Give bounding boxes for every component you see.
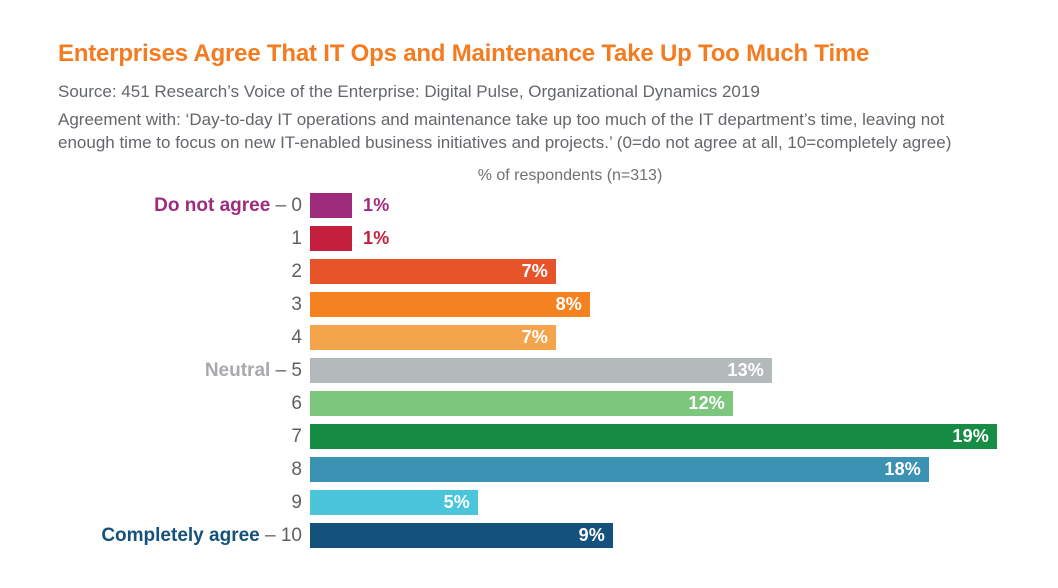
bar-area: 7% (310, 325, 1000, 350)
value-label: 5% (443, 492, 470, 512)
value-label: 19% (952, 426, 989, 446)
bar: 7% (310, 325, 556, 350)
source-line: Source: 451 Research’s Voice of the Ente… (58, 82, 760, 101)
value-label: 18% (884, 459, 921, 479)
row-label: 8 (58, 459, 310, 481)
value-label: 1% (363, 228, 390, 248)
row-category: 8 (291, 458, 302, 480)
row-label: 3 (58, 294, 310, 316)
row-label: 1 (58, 228, 310, 250)
description: Agreement with: ‘Day-to-day IT operation… (58, 108, 1000, 154)
row-category: 0 (291, 194, 302, 216)
row-label: 4 (58, 327, 310, 349)
chart-row: 1 1% (58, 226, 1000, 251)
row-category: 5 (291, 359, 302, 381)
row-category: 7 (291, 425, 302, 447)
bar-area: 9% (310, 523, 1000, 548)
row-category: 2 (291, 260, 302, 282)
value-label: 12% (688, 393, 725, 413)
chart-row: Completely agree – 10 9% (58, 523, 1000, 548)
chart-row: 4 7% (58, 325, 1000, 350)
value-label: 13% (727, 360, 764, 380)
value-label: 7% (521, 327, 548, 347)
bar: 19% (310, 424, 997, 449)
bar-area: 19% (310, 424, 1000, 449)
row-label: 9 (58, 492, 310, 514)
row-category: 10 (280, 524, 302, 546)
bar-area: 5% (310, 490, 1000, 515)
bar: 12% (310, 391, 733, 416)
chart-row: Neutral – 5 13% (58, 358, 1000, 383)
axis-note: % of respondents (n=313) (477, 167, 663, 184)
value-label: 7% (521, 261, 548, 281)
row-separator: – (270, 194, 292, 216)
row-category: 4 (291, 326, 302, 348)
chart-row: 3 8% (58, 292, 1000, 317)
chart-row: 6 12% (58, 391, 1000, 416)
chart-row: 7 19% (58, 424, 1000, 449)
row-category: 6 (291, 392, 302, 414)
row-label: Do not agree – 0 (58, 195, 310, 217)
row-prefix-label: Do not agree (154, 194, 271, 216)
row-category: 9 (291, 491, 302, 513)
bar-area: 12% (310, 391, 1000, 416)
row-category: 3 (291, 293, 302, 315)
row-label: 7 (58, 426, 310, 448)
row-label: 2 (58, 261, 310, 283)
bar-chart: Do not agree – 0 1% 1 1% 2 7% 3 8% 4 7% Neutral – … (58, 193, 1000, 548)
bar-area: 1% (310, 193, 1000, 218)
row-prefix-label: Completely agree (101, 524, 260, 546)
bar-area: 8% (310, 292, 1000, 317)
bar-area: 1% (310, 226, 1000, 251)
value-label: 8% (555, 294, 582, 314)
bar: 9% (310, 523, 613, 548)
bar: 7% (310, 259, 556, 284)
bar (310, 226, 352, 251)
bar-area: 7% (310, 259, 1000, 284)
row-separator: – (259, 524, 281, 546)
value-label: 9% (578, 525, 605, 545)
bar-area: 18% (310, 457, 1000, 482)
bar: 18% (310, 457, 929, 482)
row-label: 6 (58, 393, 310, 415)
chart-row: 9 5% (58, 490, 1000, 515)
chart-row: Do not agree – 0 1% (58, 193, 1000, 218)
page-title: Enterprises Agree That IT Ops and Mainte… (58, 40, 870, 67)
bar: 8% (310, 292, 590, 317)
chart-row: 2 7% (58, 259, 1000, 284)
description-line-2: enough time to focus on new IT-enabled b… (58, 133, 952, 152)
chart-row: 8 18% (58, 457, 1000, 482)
row-category: 1 (291, 227, 302, 249)
row-label: Completely agree – 10 (58, 525, 310, 547)
bar (310, 193, 352, 218)
row-prefix-label: Neutral (204, 359, 271, 381)
bar: 13% (310, 358, 772, 383)
bar: 5% (310, 490, 478, 515)
bar-area: 13% (310, 358, 1000, 383)
description-line-1: Agreement with: ‘Day-to-day IT operation… (58, 110, 945, 129)
row-separator: – (270, 359, 292, 381)
chart-figure: Enterprises Agree That IT Ops and Mainte… (58, 40, 1000, 548)
value-label: 1% (363, 195, 390, 215)
row-label: Neutral – 5 (58, 360, 310, 382)
